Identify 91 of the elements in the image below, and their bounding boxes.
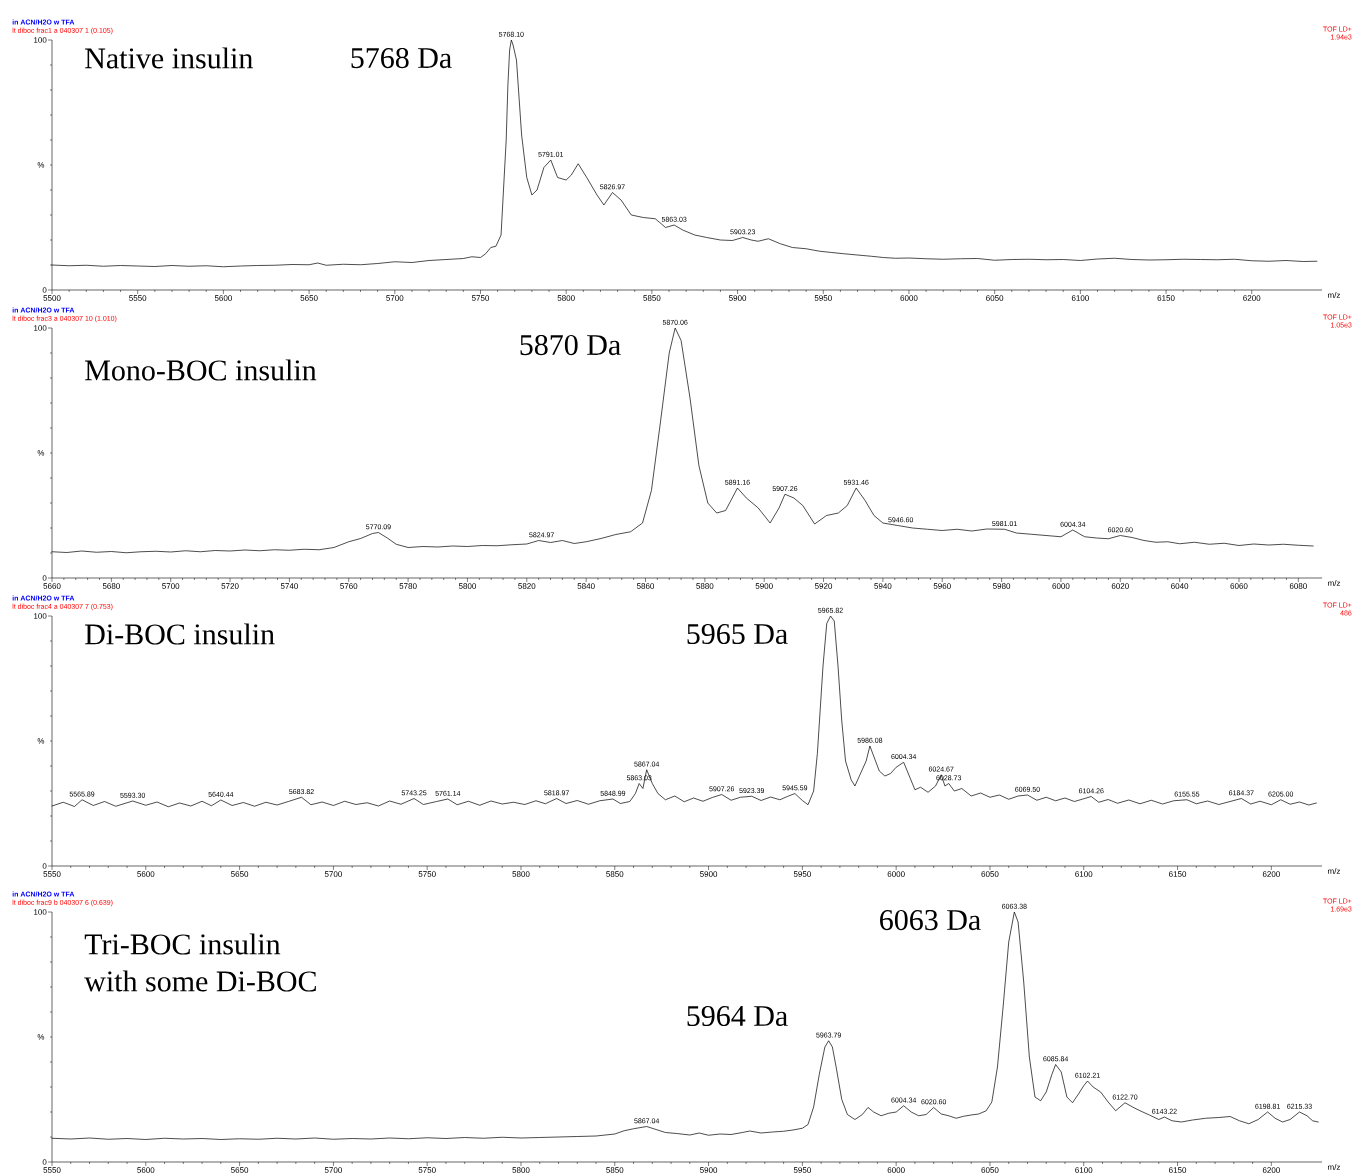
x-tick-label: 5840 xyxy=(577,583,595,589)
y-axis-title: % xyxy=(37,162,45,168)
x-axis-title: m/z xyxy=(1328,1164,1341,1171)
x-tick-label: 5850 xyxy=(643,295,661,301)
x-tick-label: 6150 xyxy=(1169,871,1187,877)
x-tick-label: 6200 xyxy=(1262,1167,1280,1173)
x-tick-label: 5700 xyxy=(324,1167,342,1173)
x-tick-label: 6000 xyxy=(887,1167,905,1173)
x-tick-label: 5650 xyxy=(300,295,318,301)
x-tick-label: 6060 xyxy=(1230,583,1248,589)
y-tick-label: 0 xyxy=(42,863,47,869)
annotation: 5768 Da xyxy=(351,47,452,69)
x-tick-label: 5600 xyxy=(137,871,155,877)
x-tick-label: 6200 xyxy=(1243,295,1261,301)
annotation: 5964 Da xyxy=(687,1005,788,1027)
x-tick-label: 5720 xyxy=(221,583,239,589)
x-tick-label: 5550 xyxy=(43,1167,61,1173)
y-tick-label: 100 xyxy=(34,325,47,331)
y-tick-label: 100 xyxy=(34,37,47,43)
annotation: 6063 Da xyxy=(880,909,981,931)
x-tick-label: 6000 xyxy=(887,871,905,877)
y-tick-label: 100 xyxy=(34,613,47,619)
x-tick-label: 6200 xyxy=(1262,871,1280,877)
x-tick-label: 5900 xyxy=(728,295,747,301)
y-tick-label: 0 xyxy=(42,287,47,293)
x-tick-label: 6000 xyxy=(900,295,918,301)
x-tick-label: 6020 xyxy=(1111,583,1129,589)
x-tick-label: 5660 xyxy=(43,583,61,589)
x-tick-label: 5800 xyxy=(557,295,575,301)
text: Mono-BOC insulin xyxy=(85,359,317,381)
x-tick-label: 5850 xyxy=(606,1167,624,1173)
x-axis-title: m/z xyxy=(1328,580,1341,587)
x-tick-label: 6150 xyxy=(1169,1167,1187,1173)
x-tick-label: 5900 xyxy=(699,1167,718,1173)
x-tick-label: 5950 xyxy=(793,1167,811,1173)
x-tick-label: 5860 xyxy=(636,583,655,589)
chart-title: Di-BOC insulin xyxy=(85,623,275,645)
x-tick-label: 5820 xyxy=(518,583,536,589)
x-tick-label: 5700 xyxy=(162,583,180,589)
annotation: 5870 Da xyxy=(520,334,621,356)
x-tick-label: 5650 xyxy=(231,871,249,877)
x-axis-title: m/z xyxy=(1328,292,1341,298)
x-tick-label: 6100 xyxy=(1075,1167,1093,1173)
x-tick-label: 6100 xyxy=(1075,871,1093,877)
x-tick-label: 5900 xyxy=(699,871,718,877)
x-tick-label: 5760 xyxy=(340,583,358,589)
x-tick-label: 5950 xyxy=(814,295,832,301)
x-tick-label: 6080 xyxy=(1289,583,1307,589)
text: with some Di-BOC xyxy=(84,970,316,992)
x-tick-label: 5960 xyxy=(933,583,951,589)
x-tick-label: 5800 xyxy=(458,583,477,589)
x-axis-title: m/z xyxy=(1328,868,1341,875)
x-tick-label: 5920 xyxy=(814,583,833,589)
y-tick-label: 100 xyxy=(34,909,47,915)
x-tick-label: 5950 xyxy=(793,871,811,877)
x-tick-label: 5750 xyxy=(418,1167,436,1173)
x-tick-label: 5750 xyxy=(418,871,436,877)
x-tick-label: 6050 xyxy=(981,1167,999,1173)
x-tick-label: 5550 xyxy=(43,871,61,877)
x-tick-label: 5780 xyxy=(399,583,417,589)
x-tick-label: 5750 xyxy=(471,295,490,301)
x-tick-label: 5650 xyxy=(231,1167,249,1173)
x-tick-label: 5740 xyxy=(280,583,298,589)
annotation: 5965 Da xyxy=(687,623,788,645)
chart-title: Native insulin xyxy=(85,47,253,69)
x-tick-label: 5800 xyxy=(512,871,530,877)
y-axis-title: % xyxy=(37,450,45,456)
x-tick-label: 6150 xyxy=(1157,295,1175,301)
x-tick-label: 5900 xyxy=(755,583,773,589)
x-tick-label: 6040 xyxy=(1171,583,1189,589)
x-tick-label: 5880 xyxy=(696,583,714,589)
x-tick-label: 5600 xyxy=(137,1167,155,1173)
text: Tri-BOC insulin xyxy=(84,933,281,955)
x-tick-label: 6050 xyxy=(986,295,1004,301)
x-tick-label: 5700 xyxy=(386,295,404,301)
x-tick-label: 6050 xyxy=(981,871,999,877)
y-axis-title: % xyxy=(37,1034,45,1040)
y-tick-label: 0 xyxy=(42,1159,47,1165)
y-axis-title: % xyxy=(37,738,45,744)
x-tick-label: 5700 xyxy=(324,871,342,877)
x-tick-label: 5600 xyxy=(214,295,232,301)
x-tick-label: 5980 xyxy=(993,583,1011,589)
x-tick-label: 5550 xyxy=(129,295,147,301)
x-tick-label: 5800 xyxy=(512,1167,530,1173)
x-tick-label: 5680 xyxy=(102,583,120,589)
y-tick-label: 0 xyxy=(42,575,47,581)
x-tick-label: 5940 xyxy=(874,583,892,589)
x-tick-label: 5500 xyxy=(43,295,61,301)
x-tick-label: 6100 xyxy=(1071,295,1089,301)
x-tick-label: 6000 xyxy=(1052,583,1070,589)
x-tick-label: 5850 xyxy=(606,871,624,877)
